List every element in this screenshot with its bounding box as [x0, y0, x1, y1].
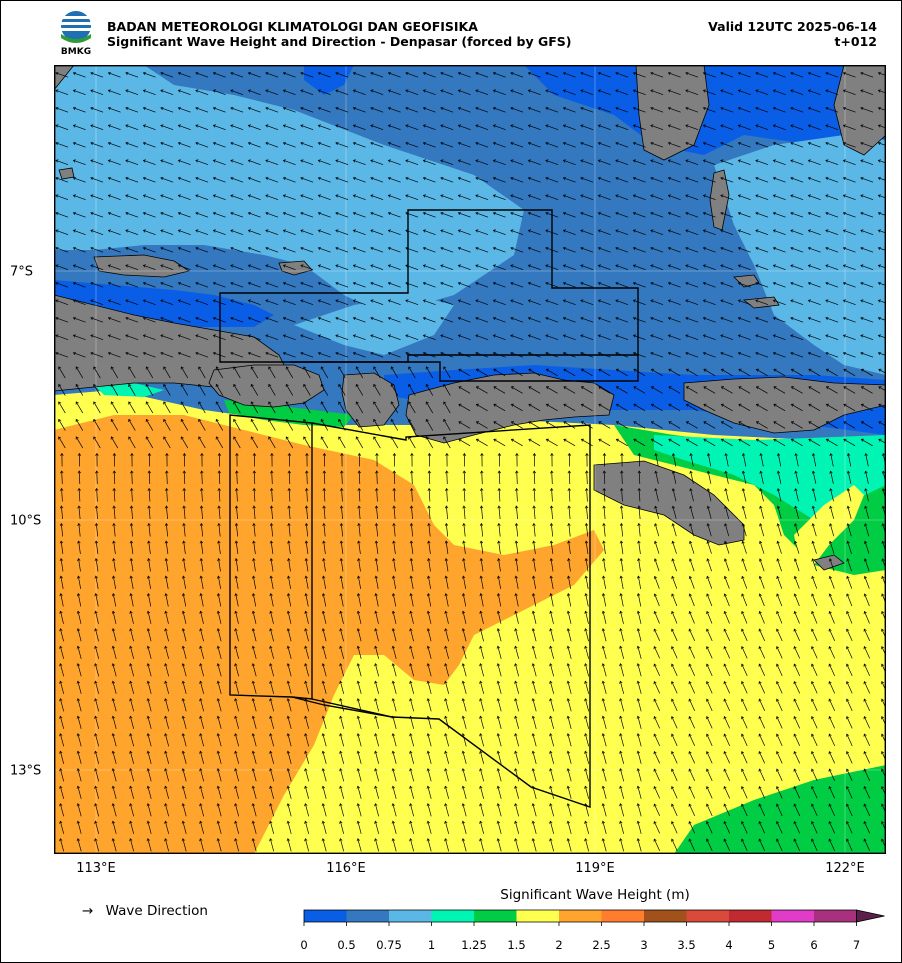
colorbar-segment — [559, 910, 602, 922]
colorbar-label: 5 — [767, 938, 776, 952]
region-lombok-strait — [290, 354, 638, 363]
svg-text:BMKG: BMKG — [61, 47, 91, 56]
colorbar-label: 3.5 — [677, 938, 696, 952]
colorbar-label: 2 — [555, 938, 563, 952]
colorbar-segment — [771, 910, 814, 922]
colorbar-segment — [729, 910, 772, 922]
lat-tick-13s: 13°S — [10, 763, 42, 779]
colorbar-segment — [474, 910, 517, 922]
colorbar — [303, 909, 885, 926]
north-light-west — [54, 65, 524, 315]
colorbar-segment — [644, 910, 687, 922]
land-sumba — [593, 460, 745, 546]
header-right: Valid 12UTC 2025-06-14 t+012 — [708, 19, 877, 49]
colorbar-label: 1 — [427, 938, 436, 952]
colorbar-title: Significant Wave Height (m) — [500, 887, 690, 903]
lon-tick-113: 113°E — [76, 861, 116, 876]
colorbar-segment — [431, 910, 474, 922]
wave-direction-arrows — [55, 71, 886, 852]
colorbar-extend-triangle — [856, 909, 885, 923]
colorbar-label: 1.25 — [461, 938, 487, 952]
colorbar-segment — [346, 910, 389, 922]
lon-tick-122: 122°E — [825, 861, 865, 876]
region-south-ocean — [311, 422, 591, 808]
land-kalimantan-tip — [54, 65, 75, 91]
land-sumbawa — [405, 372, 615, 444]
land-madura — [93, 254, 190, 278]
land-sulawesi-southwest — [635, 65, 710, 161]
colorbar-label: 3 — [640, 938, 648, 952]
colorbar-label: 0 — [300, 938, 308, 952]
lat-tick-7s: 7°S — [10, 264, 34, 280]
colorbar-segment — [601, 910, 644, 922]
land-flores — [683, 376, 886, 434]
wave-direction-legend: → Wave Direction — [82, 903, 208, 919]
region-outlines — [219, 209, 639, 808]
region-link — [291, 696, 393, 718]
green-zone-southeast — [674, 765, 886, 854]
lead-time: t+012 — [834, 34, 877, 49]
region-north-bali-sea — [219, 209, 639, 382]
colorbar-segment — [304, 910, 347, 922]
land-bawean — [58, 167, 75, 180]
aqua-zone-east — [654, 435, 886, 520]
colorbar-label: 1.5 — [507, 938, 526, 952]
colorbar-label: 6 — [810, 938, 818, 952]
yellow-pocket-east — [794, 485, 864, 565]
land-savu — [813, 554, 845, 571]
arrow-icon: → — [82, 903, 94, 919]
bmkg-logo: BMKG — [61, 11, 91, 56]
colorbar-label: 4 — [725, 938, 733, 952]
land-sulawesi-south — [833, 65, 886, 156]
graticule — [54, 65, 886, 854]
colorbar-segment — [389, 910, 432, 922]
aqua-coast-java — [94, 383, 164, 397]
header-left: BADAN METEOROLOGI KLIMATOLOGI DAN GEOFIS… — [107, 19, 571, 49]
colorbar-label: 7 — [852, 938, 861, 952]
region-bali-south — [229, 414, 313, 700]
lon-tick-119: 119°E — [575, 861, 615, 876]
agency-title: BADAN METEOROLOGI KLIMATOLOGI DAN GEOFIS… — [107, 19, 478, 34]
north-light-center — [294, 295, 454, 355]
north-shallow-west — [304, 65, 354, 95]
colorbar-label: 2.5 — [592, 938, 611, 952]
lat-tick-10s: 10°S — [10, 513, 42, 529]
wave-direction-label: Wave Direction — [105, 903, 208, 919]
colorbar-segment — [516, 910, 559, 922]
south-ocean-orange — [54, 415, 604, 854]
map-subtitle: Significant Wave Height and Direction - … — [107, 34, 572, 49]
colorbar-segment — [814, 910, 857, 922]
valid-time: Valid 12UTC 2025-06-14 — [708, 19, 877, 34]
colorbar-label: 0.5 — [337, 938, 356, 952]
colorbar-label: 0.75 — [376, 938, 402, 952]
wave-height-map — [54, 65, 886, 854]
lon-tick-116: 116°E — [326, 861, 366, 876]
colorbar-segment — [686, 910, 729, 922]
land-kangean — [278, 260, 313, 276]
